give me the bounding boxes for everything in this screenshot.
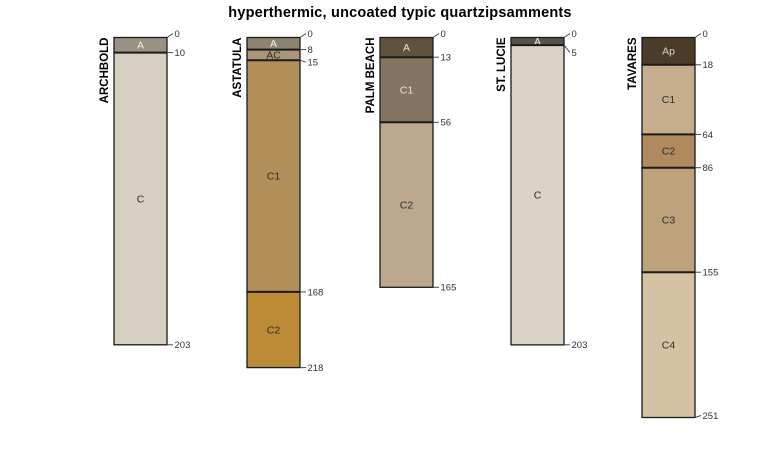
depth-tick-label: 203 <box>175 340 191 351</box>
horizon-tavares-c4 <box>641 271 696 419</box>
depth-tick-label: 8 <box>308 45 313 56</box>
horizon-astatula-c1 <box>246 59 301 293</box>
horizon-palm-beach-a <box>379 36 434 58</box>
horizon-label-c1: C1 <box>662 94 676 106</box>
horizon-label-c2: C2 <box>400 199 414 211</box>
horizon-palm-beach-c2 <box>379 121 434 288</box>
horizon-astatula-c2 <box>246 291 301 369</box>
profile-st-lucie: ST. LUCIE A C 0 5 203 <box>496 29 587 351</box>
profile-palm-beach: PALM BEACH A C1 C2 0 13 56 165 <box>365 29 456 294</box>
profile-name-st-lucie: ST. LUCIE <box>496 37 508 92</box>
profile-name-astatula: ASTATULA <box>232 38 244 98</box>
horizon-label-a: A <box>403 42 410 54</box>
horizon-astatula-a <box>246 36 301 51</box>
horizon-label-a: A <box>270 38 277 50</box>
depth-tick-label: 64 <box>703 130 714 141</box>
horizon-archbold-c <box>113 51 168 346</box>
horizon-label-c1: C1 <box>267 171 281 183</box>
depth-tick-label: 0 <box>441 29 446 40</box>
depth-tick-label: 0 <box>572 29 577 40</box>
horizon-label-c: C <box>137 193 145 205</box>
depth-tick-line <box>166 33 174 38</box>
depth-tick-label: 165 <box>441 283 457 294</box>
horizon-label-ap: Ap <box>662 46 675 58</box>
profile-name-tavares: TAVARES <box>627 37 639 90</box>
depth-tick-label: 0 <box>175 29 180 40</box>
depth-tick-line <box>563 44 571 53</box>
horizon-label-a: A <box>137 40 144 52</box>
horizon-palm-beach-c1 <box>379 56 434 123</box>
profile-archbold: ARCHBOLD A C 0 10 203 <box>99 29 190 351</box>
horizon-label-c2: C2 <box>662 146 676 158</box>
horizon-tavares-ap <box>641 36 696 66</box>
depth-tick-line <box>694 415 702 418</box>
depth-tick-label: 56 <box>441 118 452 129</box>
horizon-st-lucie-c <box>510 44 565 346</box>
depth-tick-label: 251 <box>703 411 719 422</box>
depth-tick-label: 168 <box>308 287 324 298</box>
horizon-tavares-c3 <box>641 167 696 273</box>
horizon-label-c4: C4 <box>662 339 676 351</box>
depth-tick-label: 10 <box>175 48 186 59</box>
horizon-st-lucie-a <box>510 36 565 46</box>
horizon-astatula-ac <box>246 48 301 61</box>
horizon-label-c1: C1 <box>400 84 414 96</box>
depth-tick-line <box>563 33 571 38</box>
horizon-label-c3: C3 <box>662 215 676 227</box>
depth-tick-label: 13 <box>441 53 452 64</box>
horizon-label-a: A <box>534 36 541 48</box>
depth-tick-label: 18 <box>703 60 714 71</box>
depth-tick-label: 15 <box>308 58 319 69</box>
depth-tick-line <box>299 59 307 63</box>
horizon-archbold-a <box>113 36 168 54</box>
depth-tick-label: 0 <box>308 29 313 40</box>
profile-astatula: ASTATULA AAC C1 C2 0 8 15 168 218 <box>232 29 323 374</box>
depth-tick-label: 86 <box>703 163 714 174</box>
horizon-label-c2: C2 <box>267 324 281 336</box>
depth-tick-label: 0 <box>703 29 708 40</box>
depth-tick-label: 218 <box>308 363 324 374</box>
depth-tick-line <box>432 33 440 38</box>
depth-tick-line <box>694 33 702 38</box>
profile-tavares: TAVARES Ap C1 C2 C3 C4 0 18 64 86 155 251 <box>627 29 718 422</box>
profile-name-archbold: ARCHBOLD <box>99 38 111 104</box>
horizon-tavares-c2 <box>641 133 696 169</box>
depth-tick-label: 155 <box>703 268 719 279</box>
horizon-label-ac: AC <box>266 50 281 62</box>
depth-tick-line <box>299 33 307 38</box>
profile-name-palm-beach: PALM BEACH <box>365 38 377 114</box>
plot-title: hyperthermic, uncoated typic quartzipsam… <box>228 5 572 21</box>
horizon-label-c: C <box>534 190 542 202</box>
horizon-tavares-c1 <box>641 64 696 136</box>
depth-tick-label: 203 <box>572 340 588 351</box>
depth-tick-label: 5 <box>572 48 577 59</box>
